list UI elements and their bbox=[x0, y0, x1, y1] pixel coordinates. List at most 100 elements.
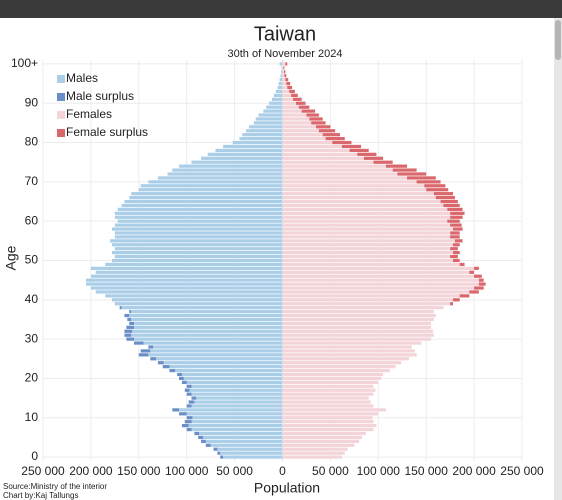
bar bbox=[186, 392, 192, 396]
bar bbox=[450, 247, 458, 251]
x-tick-label: 150 000 bbox=[405, 464, 449, 478]
bar bbox=[282, 176, 408, 180]
bar bbox=[282, 211, 451, 215]
bar bbox=[282, 274, 475, 278]
bar bbox=[282, 121, 312, 125]
bar bbox=[282, 223, 451, 227]
x-tick-label: 50 000 bbox=[312, 464, 349, 478]
bar bbox=[111, 227, 283, 231]
bar bbox=[95, 270, 283, 274]
scrollbar-thumb[interactable] bbox=[555, 20, 561, 60]
bar bbox=[131, 333, 283, 337]
bar bbox=[282, 337, 431, 341]
bar bbox=[318, 129, 336, 133]
bar bbox=[186, 404, 192, 408]
bar bbox=[121, 306, 283, 310]
bar bbox=[282, 85, 288, 90]
bar bbox=[188, 424, 283, 428]
bar bbox=[191, 427, 283, 432]
bar bbox=[373, 160, 393, 164]
bar bbox=[111, 243, 283, 247]
x-tick-label: 0 bbox=[279, 464, 286, 478]
bar bbox=[169, 368, 176, 373]
bar bbox=[282, 109, 302, 113]
bar bbox=[207, 152, 283, 156]
bar bbox=[341, 144, 362, 149]
bar bbox=[282, 313, 436, 318]
bar bbox=[282, 400, 371, 404]
bar bbox=[282, 231, 451, 235]
bar bbox=[131, 309, 283, 314]
bar bbox=[282, 321, 431, 326]
bar bbox=[282, 270, 470, 274]
bar bbox=[332, 140, 352, 145]
bar bbox=[232, 140, 283, 145]
bar bbox=[453, 243, 460, 247]
legend-label: Female surplus bbox=[66, 125, 148, 139]
bar bbox=[111, 258, 283, 263]
legend-swatch bbox=[57, 111, 65, 119]
bar bbox=[134, 341, 144, 345]
bar bbox=[191, 392, 283, 396]
x-tick-label: 250 000 bbox=[500, 464, 544, 478]
bar bbox=[282, 306, 444, 310]
bar bbox=[282, 133, 323, 137]
bar bbox=[282, 431, 366, 436]
bar bbox=[282, 137, 326, 141]
bar bbox=[140, 184, 283, 188]
bar bbox=[282, 416, 373, 420]
bar bbox=[282, 140, 333, 145]
bar bbox=[280, 74, 283, 78]
bar bbox=[282, 368, 390, 373]
bar bbox=[282, 333, 434, 337]
bar bbox=[282, 451, 345, 455]
bar bbox=[282, 93, 292, 97]
bar bbox=[309, 117, 323, 121]
bar bbox=[179, 164, 283, 168]
bar bbox=[282, 424, 377, 428]
bar bbox=[282, 254, 451, 259]
bar bbox=[282, 125, 317, 129]
bar bbox=[191, 384, 283, 388]
bar bbox=[282, 164, 386, 168]
bar bbox=[131, 317, 283, 322]
top-bar bbox=[0, 0, 562, 18]
bar bbox=[110, 239, 283, 243]
bar bbox=[156, 357, 283, 361]
bar bbox=[282, 455, 342, 459]
bar bbox=[474, 286, 484, 290]
bar bbox=[275, 89, 283, 94]
bar bbox=[148, 345, 154, 349]
bar bbox=[131, 192, 283, 196]
bar bbox=[282, 345, 412, 349]
bar bbox=[282, 357, 409, 361]
bar bbox=[95, 290, 283, 294]
bar bbox=[295, 101, 306, 105]
bar bbox=[213, 447, 218, 451]
bar bbox=[282, 129, 319, 133]
bar bbox=[291, 93, 298, 97]
bar bbox=[316, 125, 331, 129]
bar bbox=[282, 341, 422, 345]
bar bbox=[181, 380, 187, 384]
bar bbox=[282, 105, 299, 109]
bar bbox=[186, 412, 283, 416]
bar bbox=[282, 172, 398, 176]
bar bbox=[253, 121, 283, 125]
legend-swatch bbox=[57, 75, 65, 83]
chart-subtitle: 30th of November 2024 bbox=[228, 48, 343, 60]
y-tick-label: 60 bbox=[25, 213, 39, 227]
bar bbox=[282, 365, 396, 369]
bar bbox=[191, 160, 283, 164]
bar bbox=[183, 376, 283, 381]
bar bbox=[282, 427, 374, 432]
bar bbox=[282, 329, 433, 333]
bar bbox=[282, 101, 296, 105]
bar bbox=[453, 227, 463, 231]
scrollbar bbox=[554, 18, 562, 500]
bar bbox=[385, 164, 408, 168]
bar bbox=[129, 309, 132, 314]
bar bbox=[114, 235, 283, 239]
bar bbox=[282, 184, 425, 188]
